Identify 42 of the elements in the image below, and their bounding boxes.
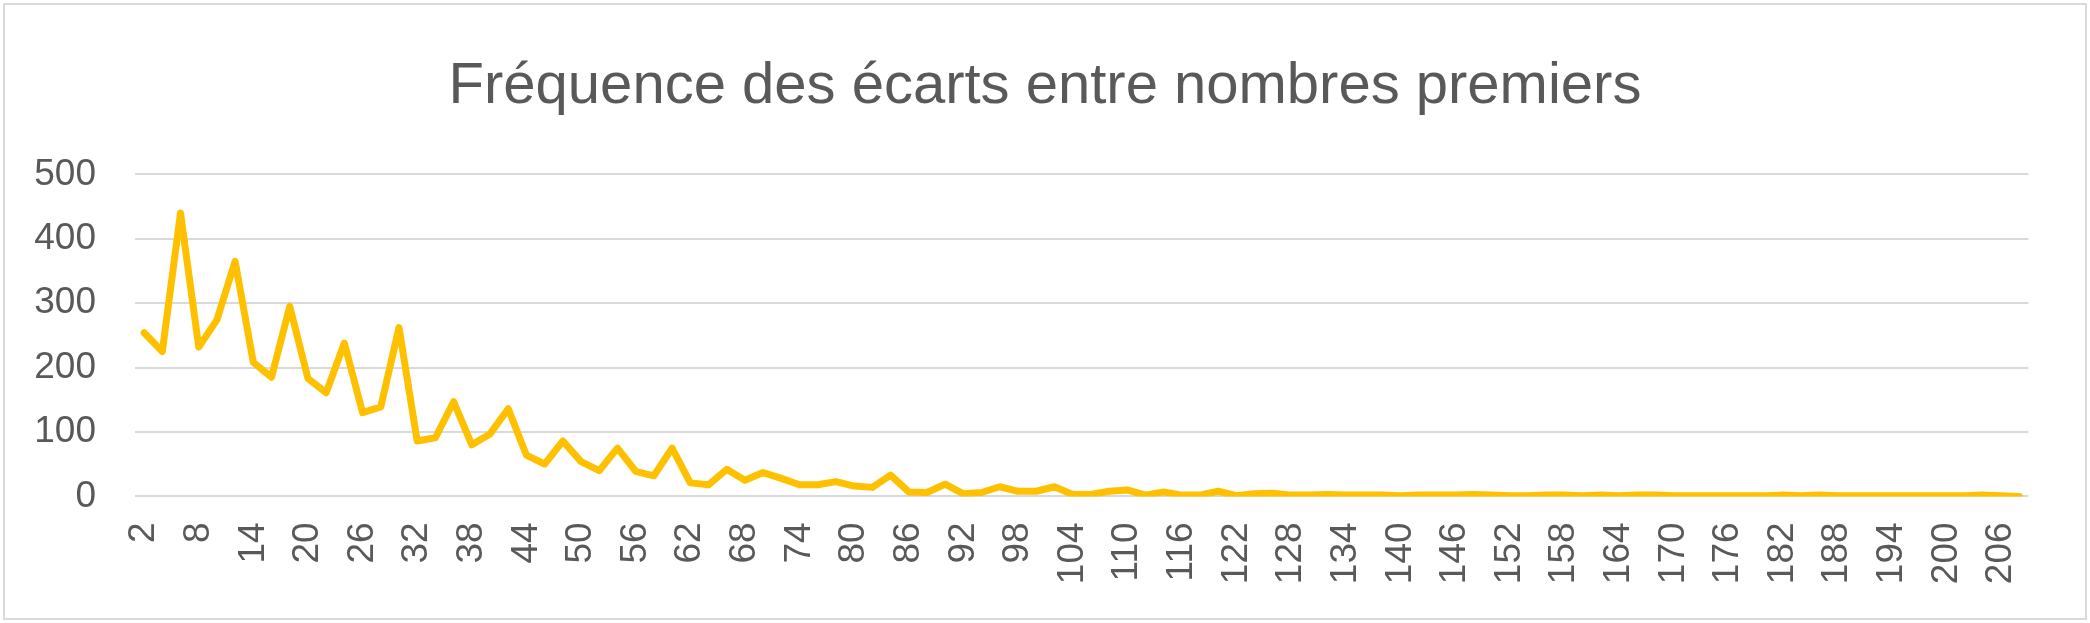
- x-tick-label: 20: [285, 522, 327, 564]
- x-tick-label: 104: [1049, 522, 1091, 585]
- x-tick-label: 86: [885, 522, 927, 564]
- x-tick-label: 116: [1159, 522, 1201, 582]
- x-tick-label: 128: [1268, 522, 1310, 585]
- x-tick-label: 8: [175, 522, 217, 543]
- x-tick-label: 92: [940, 522, 982, 564]
- x-tick-label: 140: [1377, 522, 1419, 585]
- x-tick-label: 62: [667, 522, 709, 564]
- x-tick-label: 68: [722, 522, 764, 564]
- x-tick-label: 146: [1432, 522, 1474, 585]
- x-tick-label: 200: [1923, 522, 1965, 585]
- x-tick-label: 2: [121, 522, 163, 543]
- x-tick-label: 38: [449, 522, 491, 564]
- y-tick-label: 300: [34, 280, 96, 322]
- x-tick-label: 50: [558, 522, 600, 564]
- x-tick-label: 32: [394, 522, 436, 564]
- chart-title: Fréquence des écarts entre nombres premiers: [448, 50, 1642, 115]
- x-tick-label: 194: [1869, 522, 1911, 585]
- x-tick-label: 182: [1759, 522, 1801, 585]
- x-tick-label: 110: [1104, 522, 1146, 582]
- x-tick-label: 80: [831, 522, 873, 564]
- x-tick-label: 14: [230, 522, 272, 564]
- x-tick-label: 134: [1322, 522, 1364, 585]
- x-tick-label: 188: [1814, 522, 1856, 585]
- x-tick-label: 74: [776, 522, 818, 564]
- x-tick-label: 164: [1596, 522, 1637, 585]
- x-tick-label: 158: [1541, 522, 1583, 585]
- y-tick-label: 0: [75, 473, 96, 515]
- x-tick-label: 98: [995, 522, 1037, 564]
- x-tick-label: 170: [1650, 522, 1692, 585]
- y-tick-label: 400: [34, 215, 96, 257]
- y-tick-label: 200: [34, 344, 96, 386]
- x-tick-label: 206: [1978, 522, 2020, 585]
- y-tick-label: 100: [34, 409, 96, 451]
- x-tick-label: 152: [1486, 522, 1528, 585]
- x-tick-label: 176: [1705, 522, 1747, 585]
- x-tick-label: 56: [612, 522, 654, 564]
- x-tick-label: 26: [339, 522, 381, 564]
- x-tick-label: 44: [503, 522, 545, 564]
- x-tick-label: 122: [1213, 522, 1255, 585]
- y-tick-label: 500: [34, 151, 96, 193]
